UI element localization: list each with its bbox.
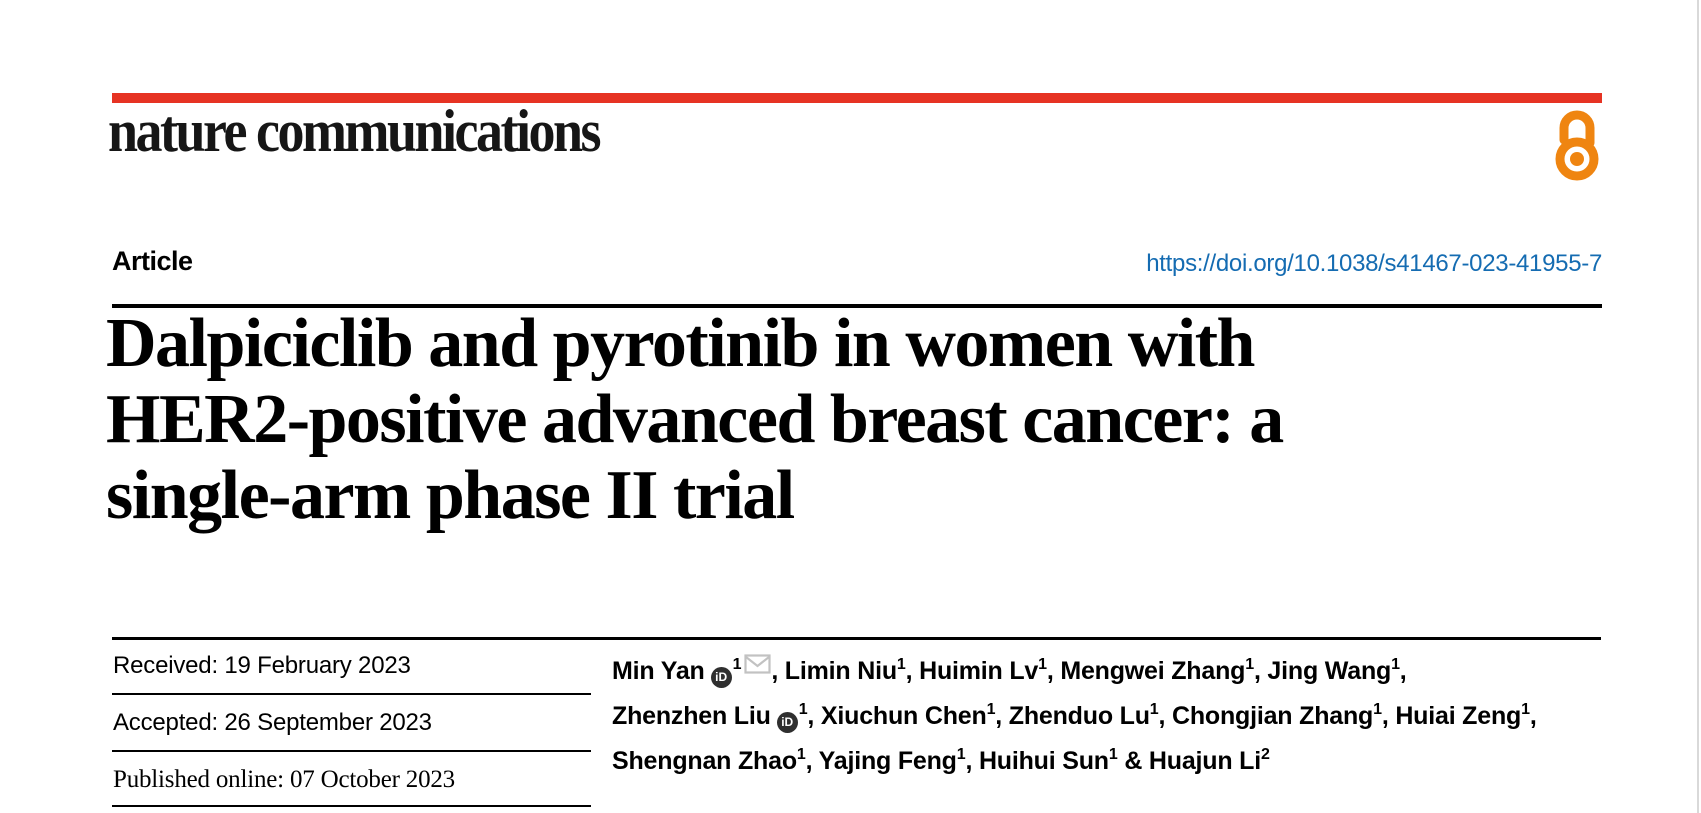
author-name: Shengnan Zhao [612, 747, 797, 775]
affiliation-superscript: 1 [1108, 745, 1118, 763]
affiliation-superscript: 1 [896, 655, 906, 673]
dates-rule-2 [112, 750, 591, 752]
affiliation-superscript: 1 [1038, 655, 1047, 673]
dates-table-top-rule [112, 637, 1601, 640]
doi-link[interactable]: https://doi.org/10.1038/s41467-023-41955… [1146, 250, 1602, 277]
author-name: , Chongjian Zhang [1158, 702, 1374, 730]
email-icon[interactable] [744, 644, 771, 689]
author-name: , Huimin Lv [905, 657, 1039, 685]
author-list: Min Yan iD1, Limin Niu1, Huimin Lv1, Meng… [612, 644, 1622, 784]
affiliation-superscript: 1 [1521, 700, 1530, 718]
affiliation-superscript: 2 [1261, 745, 1270, 763]
author-name: , Xiuchun Chen [807, 702, 987, 730]
author-name: , Zhenduo Lu [995, 702, 1150, 730]
header-rule [112, 304, 1602, 308]
author-name: , Jing Wang [1253, 657, 1392, 685]
author-name: , Huiai Zeng [1381, 702, 1522, 730]
author-name: & Huajun Li [1117, 747, 1262, 775]
author-line: Shengnan Zhao1, Yajing Feng1, Huihui Sun… [612, 739, 1622, 784]
author-name: , Mengwei Zhang [1046, 657, 1246, 685]
affiliation-superscript: 1 [798, 700, 808, 718]
affiliation-superscript: 1 [1391, 655, 1400, 673]
journal-logo: nature communications [108, 97, 602, 165]
article-type-label: Article [112, 246, 193, 276]
orcid-icon[interactable]: iD [710, 667, 732, 688]
affiliation-superscript: 1 [1149, 700, 1159, 718]
received-date: Received: 19 February 2023 [113, 652, 411, 679]
paper-title: Dalpiciclib and pyrotinib in women with … [106, 306, 1546, 534]
author-line: Min Yan iD1, Limin Niu1, Huimin Lv1, Meng… [612, 644, 1622, 694]
affiliation-superscript: 1 [986, 700, 996, 718]
page-right-edge [1697, 0, 1699, 813]
dates-rule-3 [112, 805, 591, 807]
affiliation-superscript: 1 [732, 655, 742, 673]
affiliation-superscript: 1 [956, 745, 966, 763]
author-name: , [1529, 702, 1537, 730]
orcid-icon[interactable]: iD [776, 712, 798, 733]
open-access-icon [1555, 110, 1599, 181]
title-line-2: HER2-positive advanced breast cancer: a [106, 381, 1284, 458]
masthead-red-bar [112, 93, 1602, 103]
dates-rule-1 [112, 693, 591, 695]
title-line-3: single-arm phase II trial [106, 457, 795, 534]
affiliation-superscript: 1 [796, 745, 806, 763]
author-name: Min Yan [612, 657, 705, 685]
author-line: Zhenzhen Liu iD1, Xiuchun Chen1, Zhenduo … [612, 694, 1622, 739]
affiliation-superscript: 1 [1373, 700, 1382, 718]
affiliation-superscript: 1 [1245, 655, 1254, 673]
published-date: Published online: 07 October 2023 [113, 766, 455, 793]
title-line-1: Dalpiciclib and pyrotinib in women with [106, 305, 1255, 382]
author-name: , Yajing Feng [805, 747, 957, 775]
author-name: Zhenzhen Liu [612, 702, 771, 730]
accepted-date: Accepted: 26 September 2023 [113, 709, 432, 736]
author-name: , [1399, 657, 1407, 685]
author-name: , Huihui Sun [965, 747, 1109, 775]
author-name: , Limin Niu [771, 657, 897, 685]
